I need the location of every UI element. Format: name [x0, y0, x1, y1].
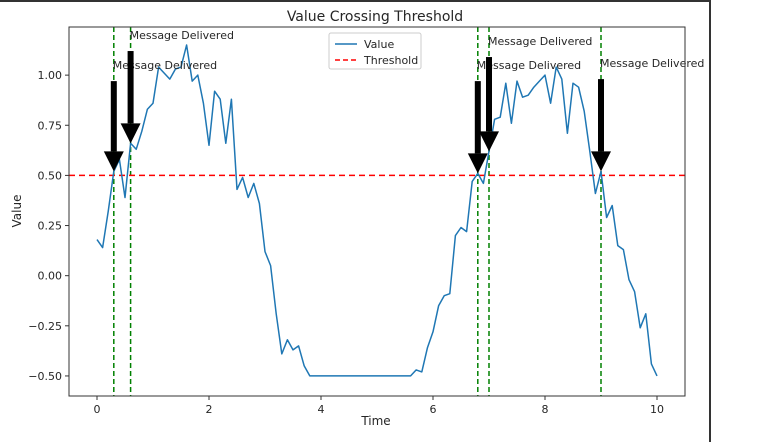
- annotation-label: Message Delivered: [113, 59, 217, 72]
- window-frame-right-border: [709, 0, 711, 442]
- annotation-arrow-shaft: [127, 51, 134, 124]
- annotation-arrow-head: [467, 153, 488, 174]
- x-tick-label: 0: [94, 403, 101, 416]
- y-tick-label: 0.75: [38, 119, 63, 132]
- y-axis-label: Value: [10, 195, 24, 228]
- x-tick-label: 8: [542, 403, 549, 416]
- annotation-arrow-shaft: [486, 57, 492, 132]
- y-tick-label: 1.00: [38, 69, 63, 82]
- x-tick-label: 6: [430, 403, 437, 416]
- annotation-arrow-shaft: [110, 81, 117, 152]
- window-frame-top-border: [0, 0, 710, 2]
- series-line-value: [96, 44, 658, 377]
- x-tick-label: 10: [650, 403, 664, 416]
- x-tick-label: 4: [318, 403, 325, 416]
- chart-title: Value Crossing Threshold: [287, 9, 463, 25]
- annotation-label: Message Delivered: [600, 57, 704, 70]
- annotation-arrow-head: [120, 123, 141, 144]
- annotation-label: Message Delivered: [130, 29, 234, 42]
- y-tick-label: 0.25: [38, 220, 63, 233]
- annotation-arrow-head: [479, 131, 499, 152]
- x-axis-label: Time: [360, 414, 390, 428]
- legend-label-threshold: Threshold: [363, 54, 418, 67]
- legend: Value Threshold: [328, 32, 422, 70]
- y-tick-label: 0.50: [38, 169, 63, 182]
- annotation-label: Message Delivered: [488, 35, 592, 48]
- annotation-arrow-shaft: [474, 81, 481, 154]
- x-tick-label: 2: [206, 403, 213, 416]
- y-tick-label: −0.50: [28, 370, 62, 383]
- annotation-label: Message Delivered: [477, 59, 581, 72]
- y-axis: −0.50 −0.25 0.00 0.25 0.50 0.75 1.00: [28, 69, 69, 383]
- plot-area: Message Delivered Message Delivered Messag…: [69, 27, 704, 396]
- annotation-arrow-shaft: [598, 79, 604, 152]
- y-tick-label: 0.00: [38, 270, 63, 283]
- legend-label-value: Value: [364, 38, 394, 51]
- y-tick-label: −0.25: [28, 320, 62, 333]
- annotation-arrow-head: [591, 151, 611, 172]
- annotation-arrow-head: [103, 151, 124, 172]
- x-axis: 0 2 4 6 8 10: [94, 396, 664, 416]
- axes-frame: [68, 26, 686, 397]
